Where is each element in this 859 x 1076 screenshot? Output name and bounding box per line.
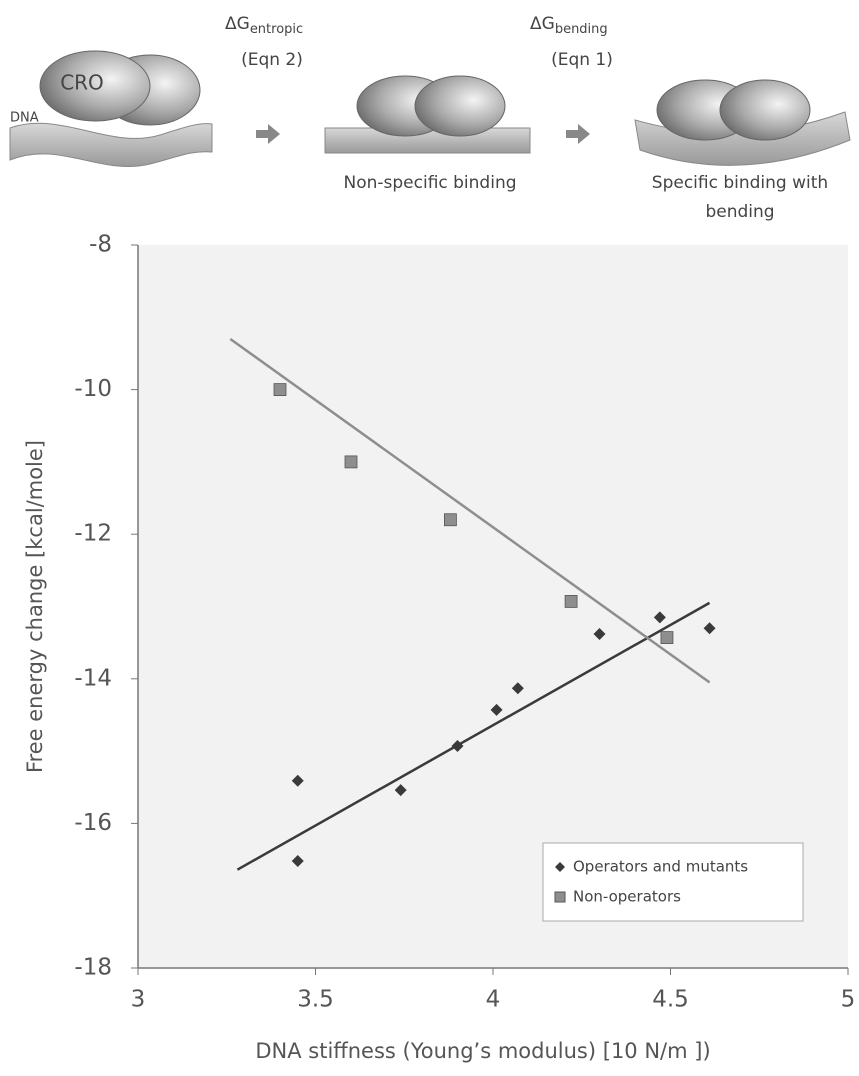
square-marker <box>344 455 358 469</box>
protein-subunit <box>719 79 811 141</box>
diamond-marker <box>511 682 524 695</box>
subscript: bending <box>555 22 608 37</box>
diamond-marker <box>653 611 666 624</box>
diamond-marker <box>291 854 304 867</box>
trend-line <box>229 337 711 684</box>
x-axis-label: DNA stiffness (Young’s modulus) [10 N/m … <box>255 1039 710 1063</box>
diamond-marker <box>451 740 464 753</box>
arrow <box>566 124 590 144</box>
chart: -18 -16 -14 -12 -10 -8 3 3.5 4 4.5 5 DNA stiffness … <box>23 232 855 1064</box>
dna-free <box>9 122 213 168</box>
equation-ref: (Eqn 1) <box>551 50 613 70</box>
delta-g: ΔG <box>530 14 555 34</box>
diamond-marker <box>703 622 716 635</box>
x-tick-label: 3.5 <box>297 987 334 1013</box>
square-marker <box>443 513 457 527</box>
protein-subunit <box>414 75 506 137</box>
diamond-marker <box>394 784 407 797</box>
legend-box <box>542 842 804 922</box>
state-label: Non-specific binding <box>343 173 516 193</box>
delta-g: ΔG <box>225 14 250 34</box>
x-tick-label: 5 <box>841 987 856 1013</box>
x-tick-label: 4 <box>486 987 501 1013</box>
diagram: CRO DNA ΔGentropic (Eqn 2) ΔGbending (Eq… <box>9 14 851 222</box>
y-tick-label: -18 <box>74 955 112 981</box>
square-marker <box>273 383 287 397</box>
square-marker <box>564 595 578 608</box>
legend-swatch <box>555 862 565 872</box>
legend-label: Non-operators <box>573 888 681 906</box>
legend-swatch <box>554 891 566 903</box>
y-axis-label: Free energy change [kcal/mole] <box>23 440 47 773</box>
diamond-marker <box>291 774 304 787</box>
protein-label: CRO <box>60 71 104 95</box>
y-tick-label: -16 <box>74 810 112 836</box>
diamond-marker <box>490 703 503 716</box>
diamond-marker <box>593 627 606 640</box>
legend-label: Operators and mutants <box>573 858 748 876</box>
y-tick-label: -10 <box>74 376 112 402</box>
trend-line <box>236 601 711 871</box>
equation-ref: (Eqn 2) <box>241 50 303 70</box>
x-tick-label: 3 <box>131 987 146 1013</box>
x-tick-label: 4.5 <box>652 987 689 1013</box>
step-label: ΔGentropic <box>225 14 303 37</box>
y-tick-label: -8 <box>89 232 112 258</box>
arrow <box>256 124 280 144</box>
y-tick-label: -12 <box>74 521 112 547</box>
dna-label: DNA <box>10 111 39 126</box>
step-label: ΔGbending <box>530 14 608 37</box>
state-label: Specific binding with <box>652 173 828 193</box>
protein-subunit <box>39 50 151 122</box>
subscript: entropic <box>250 22 303 37</box>
y-tick-label: -14 <box>74 665 112 691</box>
square-marker <box>660 631 674 644</box>
legend: Operators and mutants Non-operators <box>542 842 804 922</box>
state-label: bending <box>705 202 774 222</box>
